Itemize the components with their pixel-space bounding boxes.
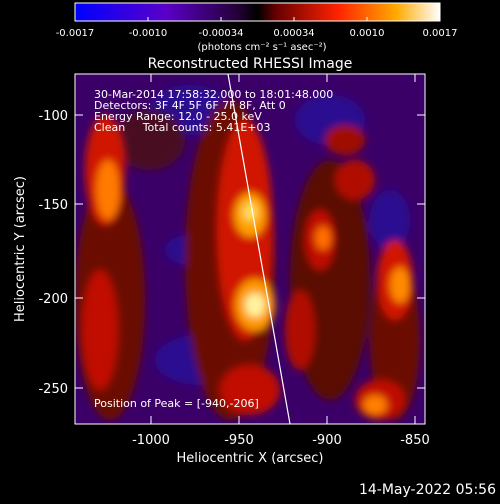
colorbar-ticks — [74, 17, 441, 21]
plot-frame — [74, 73, 426, 425]
info-detectors: Detectors: 3F 4F 5F 6F 7F 8F, Att 0 — [94, 99, 286, 112]
info-clean: Clean Total counts: 5.41E+03 — [94, 121, 271, 134]
x-tick-label: -900 — [312, 433, 342, 448]
colorbar-tick-label: 0.0017 — [423, 28, 458, 39]
solar-limb-line — [227, 74, 291, 424]
x-tick-label: -1000 — [132, 433, 170, 448]
x-tick-label: -850 — [400, 433, 430, 448]
colorbar-tick-label: -0.0017 — [56, 28, 95, 39]
axis-ticks — [75, 74, 425, 424]
y-tick-label: -100 — [38, 109, 68, 124]
info-peak-position: Position of Peak = [-940,-206] — [94, 397, 259, 410]
x-axis-label: Heliocentric X (arcsec) — [177, 451, 324, 466]
y-axis-label: Heliocentric Y (arcsec) — [13, 176, 28, 322]
x-tick-label: -950 — [224, 433, 254, 448]
colorbar-tick-label: -0.00034 — [199, 28, 244, 39]
rhessi-image — [75, 74, 425, 424]
y-tick-label: -150 — [38, 198, 68, 213]
info-time-range: 30-Mar-2014 17:58:32.000 to 18:01:48.000 — [94, 88, 333, 101]
info-energy: Energy Range: 12.0 - 25.0 keV — [94, 110, 262, 123]
colorbar-tick-label: -0.0010 — [129, 28, 168, 39]
plot-title: Reconstructed RHESSI Image — [148, 56, 353, 72]
colorbar-tick-label: 0.00034 — [273, 28, 314, 39]
colorbar-units: (photons cm⁻² s⁻¹ asec⁻²) — [197, 42, 326, 53]
y-tick-label: -250 — [38, 382, 68, 397]
colorbar-tick-label: 0.0010 — [350, 28, 385, 39]
y-tick-label: -200 — [38, 292, 68, 307]
colorbar — [74, 2, 441, 22]
footer-date: 14-May-2022 05:56 — [358, 482, 496, 498]
